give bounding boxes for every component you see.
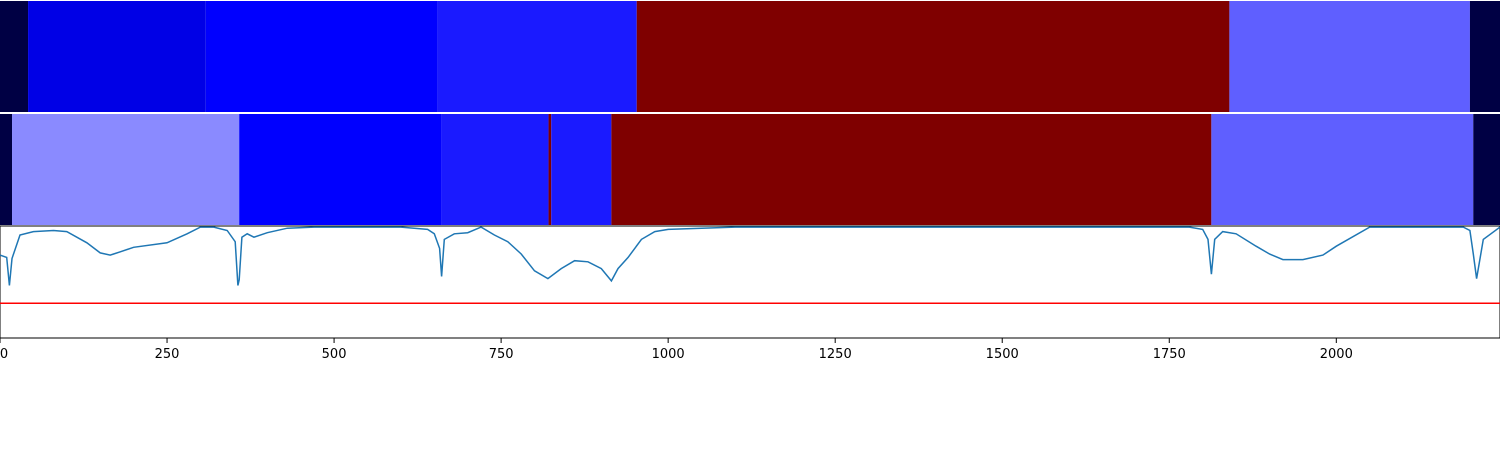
- line-panel-frame: [0, 225, 1500, 339]
- x-tick-label-250: 250: [155, 347, 180, 362]
- segment-1-5: [636, 1, 1230, 112]
- segment-1-4: [437, 1, 637, 112]
- segment-row-1: [0, 1, 1500, 112]
- segment-1-3: [205, 1, 438, 112]
- segment-2-9: [1473, 114, 1500, 225]
- x-tick-label-1500: 1500: [986, 347, 1019, 362]
- x-tick-label-1750: 1750: [1153, 347, 1186, 362]
- segment-1-2: [28, 1, 206, 112]
- segment-2-6: [551, 114, 612, 225]
- segment-2-3: [239, 114, 442, 225]
- x-tick-label-500: 500: [322, 347, 347, 362]
- segment-1-1: [0, 1, 29, 112]
- segment-2-1: [0, 114, 13, 225]
- x-tick-label-1000: 1000: [652, 347, 685, 362]
- segment-2-4: [441, 114, 549, 225]
- line-panel: [0, 225, 1500, 339]
- segment-2-2: [12, 114, 240, 225]
- x-axis: 0 250 500 750 1000 1250 1500 1750 2000: [0, 338, 1353, 362]
- segment-2-8: [1211, 114, 1474, 225]
- series-line: [0, 226, 1500, 286]
- segment-1-6: [1229, 1, 1470, 112]
- segment-2-7: [611, 114, 1212, 225]
- x-tick-label-1250: 1250: [819, 347, 852, 362]
- x-tick-label-2000: 2000: [1320, 347, 1353, 362]
- x-tick-label-750: 750: [489, 347, 514, 362]
- segment-1-7: [1469, 1, 1500, 112]
- x-tick-label-0: 0: [0, 347, 8, 362]
- segment-2-5: [548, 114, 552, 225]
- segment-row-2: [0, 114, 1500, 225]
